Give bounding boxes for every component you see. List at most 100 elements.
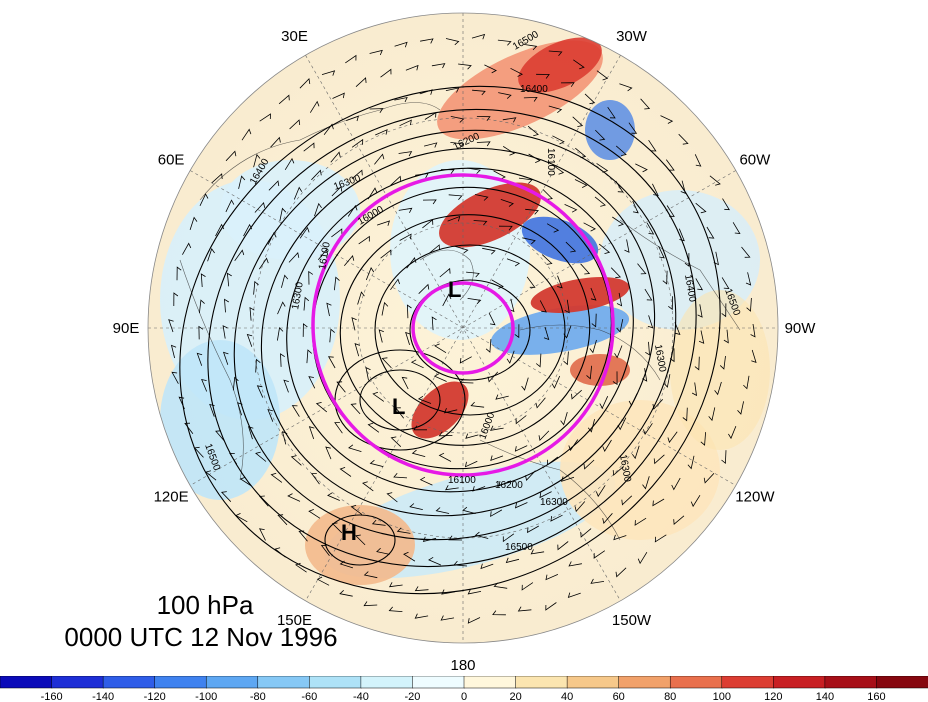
wind-barb [502,533,515,543]
wind-barb [309,100,320,113]
wind-barb [388,582,403,588]
wind-barb [616,319,624,333]
wind-barb [336,381,346,393]
wind-barb [259,113,271,122]
wind-barb [253,280,259,295]
wind-barb [424,111,437,120]
wind-barb [288,252,300,263]
wind-barb [615,567,627,578]
wind-barb [375,129,388,136]
wind-barb [367,422,380,433]
wind-barb [635,163,648,173]
wind-barb [665,159,675,171]
wind-barb [225,150,237,162]
wind-barb [591,313,597,328]
colorbar-tick-label: -20 [404,691,420,702]
longitude-label: 90W [785,320,817,337]
wind-barb [237,402,243,416]
wind-barb [750,323,756,338]
colorbar-box [876,676,928,689]
wind-barb [439,267,451,278]
wind-barb [411,449,426,457]
wind-barb [474,194,489,201]
wind-barb [362,481,374,492]
wind-barb [414,613,429,619]
wind-barb [447,215,461,222]
wind-barb [211,173,223,183]
wind-barb [723,329,729,344]
wind-barb [646,222,655,235]
wind-barb [443,408,458,414]
wind-barb [628,393,638,407]
wind-barb [637,551,648,565]
wind-barb [617,417,627,431]
wind-barb [546,223,560,233]
wind-barb [189,216,198,231]
wind-barb [484,64,497,74]
wind-barb [354,343,360,357]
wind-barb [530,549,545,555]
wind-barb [176,266,182,281]
wind-barb [674,322,681,335]
wind-barb [695,278,704,291]
colorbar-tick-label: 160 [867,691,885,702]
wind-barb [465,433,479,439]
wind-barb [684,253,690,267]
wind-barb [256,385,264,398]
wind-barb [405,64,419,71]
wind-barb [199,193,209,206]
wind-barb [687,455,695,470]
wind-barb [514,502,528,509]
wind-barb [196,352,203,366]
wind-barb [410,359,424,369]
wind-barb [590,287,597,301]
wind-barb [434,343,447,354]
wind-barb [329,328,335,343]
wind-barb [703,473,715,484]
colorbar-box [773,676,826,689]
wind-barb [343,255,355,267]
wind-barb [557,275,563,289]
colorbar-tick-label: 0 [461,691,467,702]
wind-barb [551,375,561,389]
wind-barb [200,273,206,288]
wind-barb [567,592,581,599]
wind-barb [538,430,550,442]
wind-barb [234,249,245,262]
wind-barb [311,473,320,485]
wind-barb [414,586,429,592]
colorbar-tick-label: 100 [713,691,731,702]
wind-barb [502,146,516,156]
wind-barb [277,514,288,526]
wind-barb [388,606,403,612]
wind-barb [355,534,366,546]
colorbar-box [0,676,53,689]
colorbar-box [515,676,568,689]
longitude-label: 60W [739,152,771,169]
wind-barb [327,492,340,501]
contour-label: 16500 [505,542,533,553]
wind-barb [281,431,288,445]
wind-barb [317,248,329,261]
wind-barb [308,270,314,285]
wind-barb [238,175,246,189]
wind-barbs [168,33,757,624]
wind-barb [459,378,474,384]
wind-barb [420,38,434,44]
wind-barb [527,525,539,534]
wind-barb [575,147,587,159]
wind-barb [652,498,665,507]
wind-barb [571,389,582,400]
wind-barb [348,444,362,452]
colorbar-tick-label: 80 [664,691,676,702]
wind-barb [445,87,460,93]
wind-barb [678,133,689,145]
wind-barb [541,254,553,265]
wind-barb [393,472,408,479]
wind-barb [713,251,719,266]
wind-barb [580,528,592,538]
wind-barb [289,119,301,130]
wind-barb [506,258,521,267]
wind-barb [647,315,654,329]
wind-barb [303,142,315,152]
